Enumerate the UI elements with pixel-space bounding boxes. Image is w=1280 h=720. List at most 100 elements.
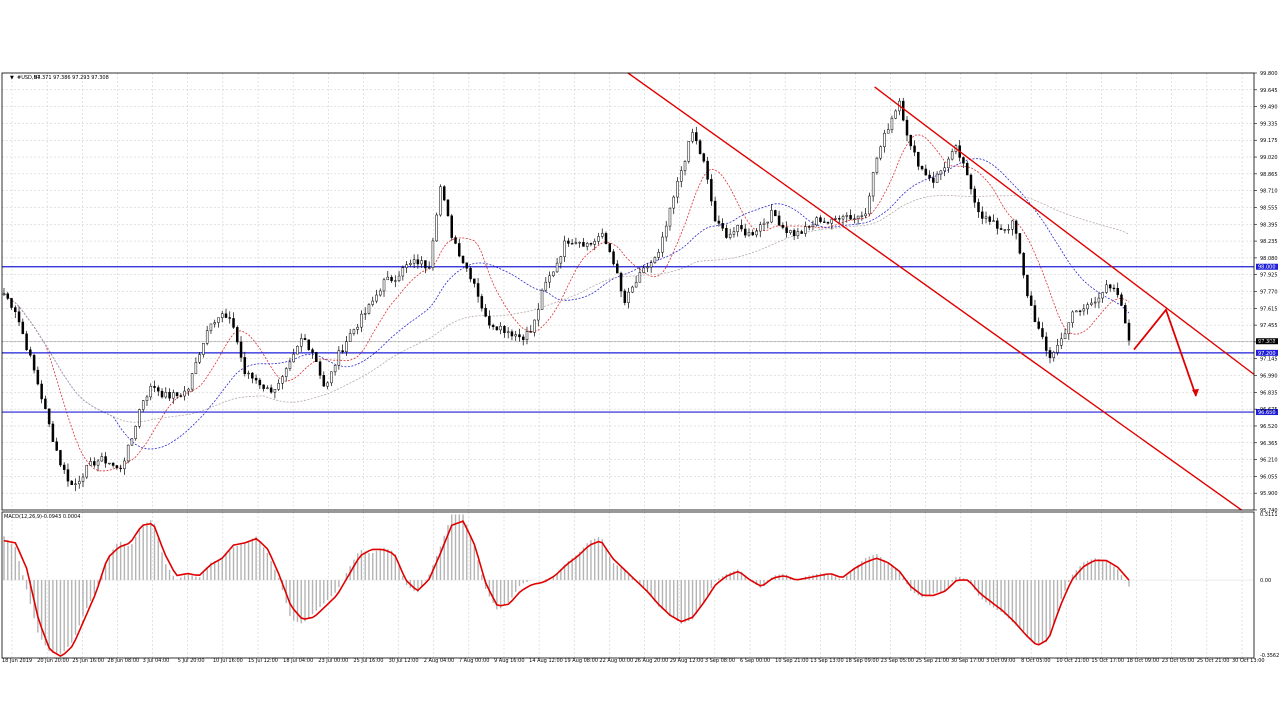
candle-body: [269, 387, 273, 393]
candle-body: [25, 333, 28, 351]
candle-body: [66, 469, 70, 482]
macd-y-tick-label: 0.3111: [1260, 512, 1278, 518]
candle-body: [845, 215, 849, 217]
candle-body: [875, 157, 879, 173]
y-tick-label: 97.145: [1260, 357, 1278, 363]
candle-body: [409, 262, 412, 265]
candle-body: [683, 161, 687, 171]
y-tick-label: 98.395: [1260, 222, 1278, 228]
candle-body: [819, 217, 822, 222]
channel-upper-line: [874, 86, 1255, 375]
chart-symbol: #USD,H4: [17, 75, 40, 81]
candle-body: [713, 200, 717, 222]
candle-body: [1052, 352, 1055, 359]
y-tick-label: 97.770: [1260, 290, 1278, 296]
candle-body: [412, 259, 416, 264]
candle-body: [44, 398, 47, 410]
candle-body: [194, 361, 198, 374]
candle-body: [755, 230, 758, 236]
candle-body: [1120, 294, 1123, 306]
candle-body: [657, 251, 660, 258]
x-tick-label: 3 Jul 04:00: [143, 658, 170, 664]
x-tick-label: 20 Jun 20:00: [37, 658, 69, 664]
x-tick-label: 18 Oct 09:00: [1127, 658, 1160, 664]
y-tick-label: 96.835: [1260, 390, 1278, 396]
candle-body: [311, 349, 314, 353]
candle-body: [924, 168, 928, 176]
chart-menu-arrow[interactable]: ▼: [10, 75, 14, 81]
y-tick-label: 99.175: [1260, 138, 1278, 144]
y-tick-label: 95.900: [1260, 491, 1278, 497]
candle-body: [1078, 310, 1082, 312]
level-tag: [1256, 349, 1278, 356]
candle-body: [676, 181, 679, 198]
candle-body: [537, 309, 540, 321]
candle-body: [785, 227, 788, 233]
y-tick-label: 96.990: [1260, 374, 1278, 380]
candle-body: [1127, 322, 1131, 341]
candle-body: [363, 313, 367, 315]
candle-body: [608, 243, 612, 252]
level-tag: [1256, 409, 1278, 416]
candle-body: [145, 396, 149, 401]
candle-body: [62, 464, 66, 470]
candle-body: [1056, 345, 1059, 353]
candle-body: [589, 243, 593, 245]
candle-body: [123, 460, 126, 470]
candle-body: [747, 232, 751, 236]
horizontal-levels: 98.000 97.200 96.650 97.308: [2, 263, 1278, 416]
candle-body: [371, 300, 374, 305]
candle-body: [518, 334, 521, 338]
candle-body: [570, 243, 574, 245]
candle-body: [51, 423, 55, 442]
candle-body: [849, 215, 852, 220]
candle-body: [770, 210, 773, 223]
candle-body: [10, 298, 13, 308]
candle-body: [382, 279, 386, 292]
candle-body: [1093, 301, 1097, 304]
candle-body: [59, 450, 62, 466]
candle-body: [600, 233, 604, 237]
candle-body: [405, 264, 408, 268]
candle-body: [450, 215, 453, 238]
candle-body: [420, 260, 423, 265]
candle-body: [424, 260, 427, 269]
candle-body: [1041, 328, 1044, 338]
x-tick-label: 19 Aug 08:00: [564, 658, 598, 664]
candle-body: [883, 132, 886, 148]
x-tick-label: 25 Oct 21:00: [1197, 658, 1230, 664]
candle-body: [356, 326, 359, 330]
candle-body: [762, 222, 766, 225]
candle-body: [89, 461, 92, 466]
candle-body: [649, 262, 653, 268]
candle-body: [597, 236, 600, 242]
candle-body: [992, 220, 995, 222]
y-tick-label: 98.555: [1260, 205, 1278, 211]
candle-body: [247, 372, 250, 375]
candle-body: [100, 456, 104, 462]
candle-body: [1026, 274, 1029, 297]
candle-body: [811, 224, 815, 227]
candle-body: [1075, 310, 1078, 313]
projection-arrow-line: [1133, 307, 1197, 397]
candle-body: [841, 216, 845, 220]
ma-slow-line: [3, 195, 1130, 423]
candle-body: [1101, 292, 1104, 299]
y-tick-label: 98.080: [1260, 256, 1278, 262]
candle-body: [187, 388, 190, 392]
candle-body: [431, 240, 435, 269]
candle-body: [740, 225, 743, 230]
candle-body: [160, 390, 164, 398]
candle-body: [544, 281, 548, 291]
candle-body: [510, 331, 514, 337]
candle-body: [115, 465, 119, 469]
candle-body: [668, 207, 672, 227]
candle-body: [664, 225, 668, 238]
x-tick-label: 10 Jul 16:00: [213, 658, 243, 664]
candle-body: [458, 243, 461, 257]
candle-body: [962, 157, 965, 164]
candle-body: [352, 329, 356, 334]
candle-body: [164, 391, 168, 398]
candle-body: [488, 316, 491, 326]
candle-body: [1048, 350, 1052, 359]
